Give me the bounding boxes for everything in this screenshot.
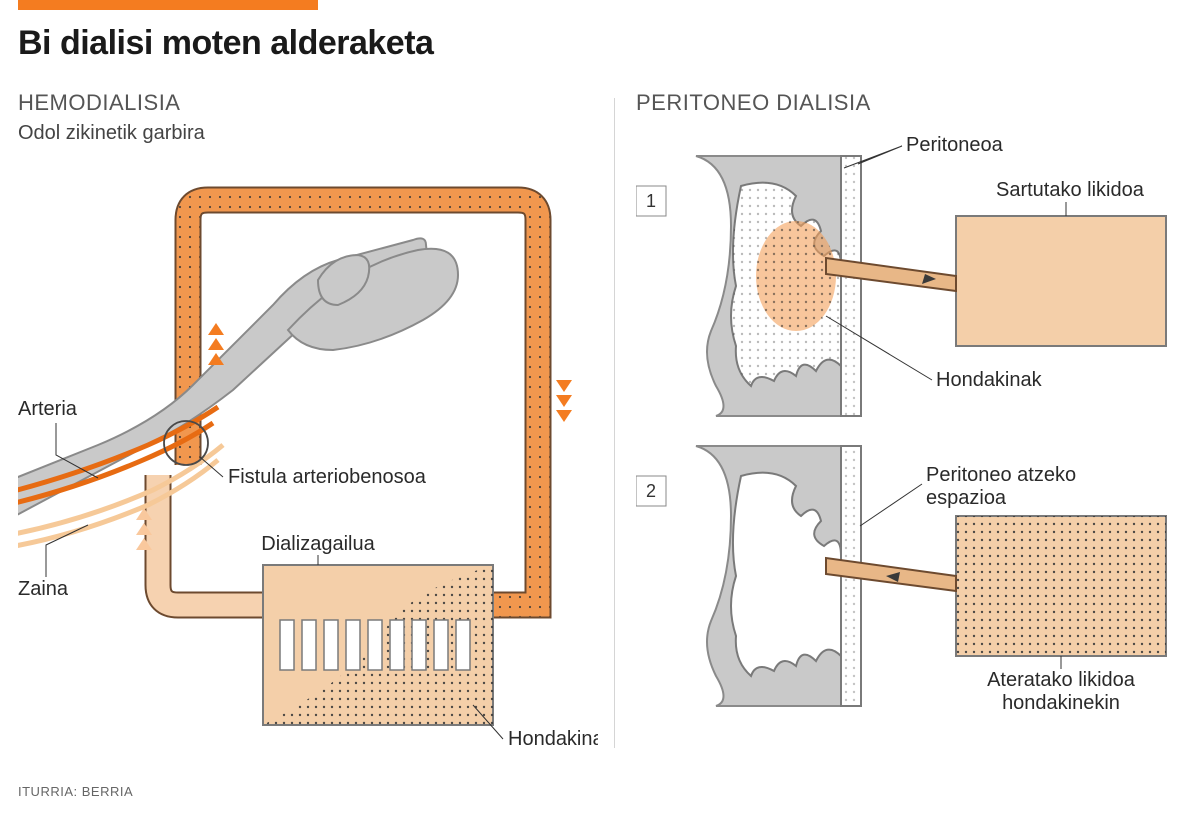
label-atzeko-l2: espazioa <box>926 487 1007 509</box>
label-peritoneoa: Peritoneoa <box>906 134 1004 156</box>
label-hondakinak-hemo: Hondakinak <box>508 728 598 750</box>
label-ateratako-l2: hondakinekin <box>1002 692 1120 714</box>
fluid-in-box <box>956 216 1166 346</box>
hemodialysis-panel: HEMODIALISIA Odol zikinetik garbira <box>18 90 598 760</box>
column-divider <box>614 98 615 748</box>
perit-heading: PERITONEO DIALISIA <box>636 90 1182 116</box>
hemo-subtitle: Odol zikinetik garbira <box>18 122 598 145</box>
source-credit: ITURRIA: BERRIA <box>18 784 133 799</box>
hemo-heading: HEMODIALISIA <box>18 90 598 116</box>
svg-text:1: 1 <box>646 191 656 211</box>
label-ateratako-l1: Ateratako likidoa <box>987 669 1136 691</box>
perit-diagram: 1 Peritoneoa Sartutako likidoa Hondakina… <box>636 116 1182 756</box>
label-arteria: Arteria <box>18 398 78 420</box>
label-zaina: Zaina <box>18 578 69 600</box>
clean-tube <box>158 475 278 605</box>
label-atzeko-l1: Peritoneo atzeko <box>926 464 1076 486</box>
peritoneal-panel: PERITONEO DIALISIA 1 <box>636 90 1182 760</box>
label-sartutako: Sartutako likidoa <box>996 179 1145 201</box>
accent-top-bar <box>18 0 318 10</box>
label-hondakinak-perit: Hondakinak <box>936 369 1043 391</box>
label-dializer: Dializagailua <box>261 533 375 555</box>
label-fistula: Fistula arteriobenosoa <box>228 466 427 488</box>
flow-down-dirty <box>556 380 572 422</box>
page-title: Bi dialisi moten alderaketa <box>18 24 433 63</box>
dialyzer-box <box>263 565 493 725</box>
svg-text:2: 2 <box>646 481 656 501</box>
perit-step-1: 1 Peritoneoa Sartutako likidoa Hondakina… <box>636 134 1166 416</box>
perit-step-2: 2 Peritoneo atzeko espazioa Ateratako li… <box>636 446 1166 714</box>
arm <box>18 238 458 549</box>
hemo-diagram: Arteria Zaina Fistula arteriobenosoa Dia… <box>18 145 598 765</box>
